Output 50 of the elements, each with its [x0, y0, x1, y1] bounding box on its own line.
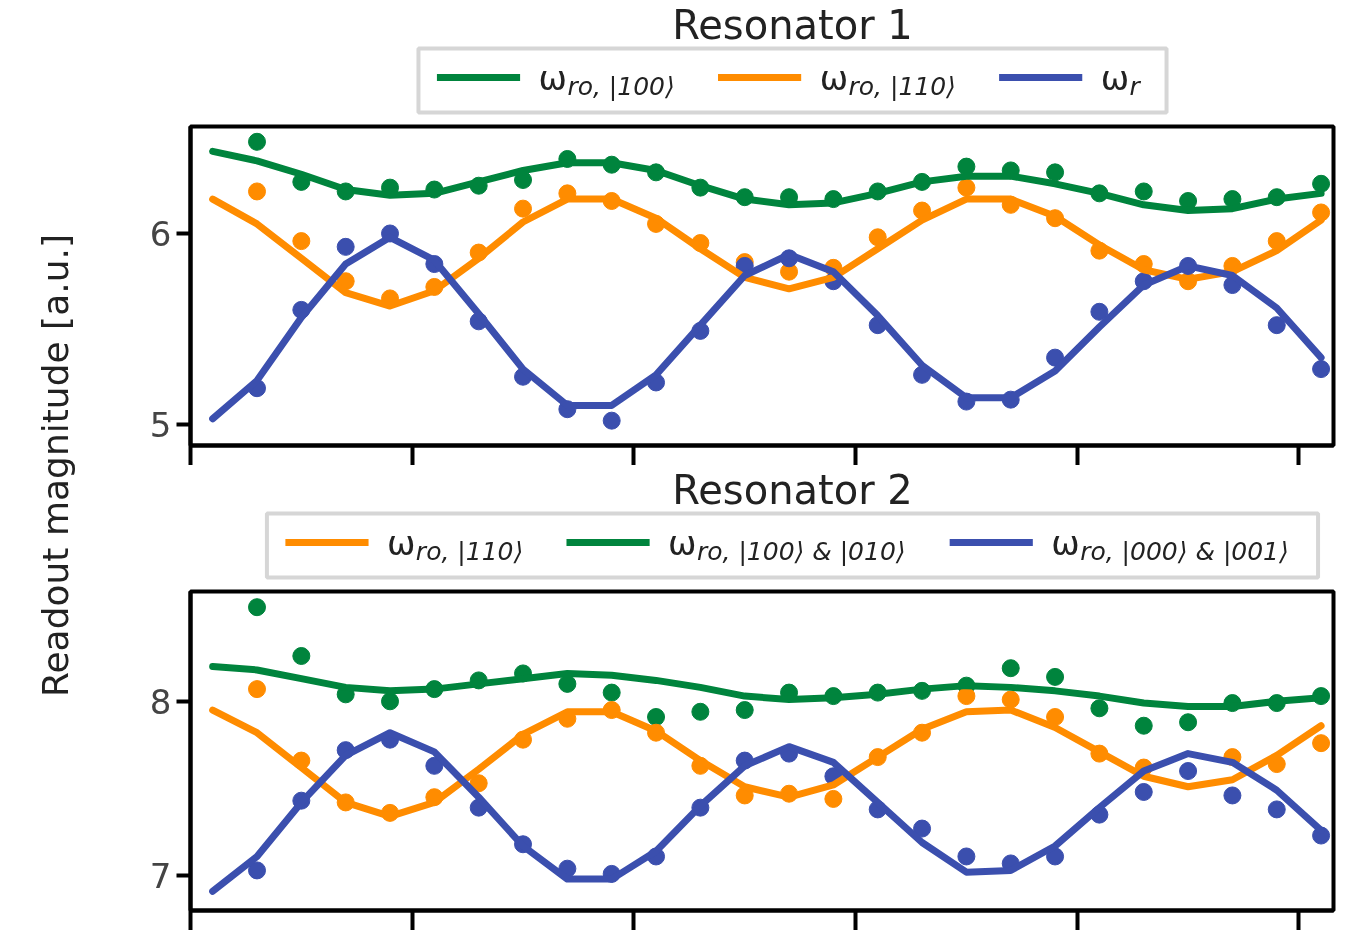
point: [602, 411, 621, 430]
point: [1134, 716, 1153, 735]
point: [647, 708, 666, 726]
point: [1312, 203, 1331, 222]
y-axis-title: Readout magnitude [a.u.]: [35, 234, 76, 697]
point: [514, 199, 533, 218]
point: [336, 237, 355, 256]
point: [1179, 713, 1198, 732]
point: [868, 228, 887, 247]
point: [1312, 174, 1331, 193]
point: [1001, 690, 1020, 709]
point: [1046, 163, 1065, 182]
y-tick-label: 6: [149, 213, 172, 254]
point: [1046, 348, 1065, 367]
point: [735, 701, 754, 720]
point: [957, 847, 976, 866]
point: [1223, 786, 1242, 805]
y-tick-label: 7: [149, 856, 172, 897]
point: [1001, 659, 1020, 678]
point: [602, 683, 621, 702]
point: [691, 702, 710, 721]
point: [248, 182, 267, 201]
chart-title: Resonator 1: [672, 1, 913, 48]
point: [425, 756, 444, 775]
point: [1046, 667, 1065, 686]
point: [248, 598, 267, 617]
point: [292, 647, 311, 665]
point: [1312, 734, 1331, 753]
point: [957, 178, 976, 197]
point: [1090, 699, 1109, 718]
point: [248, 132, 267, 151]
chart-title: Resonator 2: [672, 466, 913, 513]
point: [824, 789, 843, 808]
point: [1267, 316, 1286, 335]
point: [248, 680, 267, 699]
point: [1179, 762, 1198, 781]
point: [248, 861, 267, 880]
y-tick-label: 5: [149, 404, 172, 445]
point: [381, 692, 400, 711]
point: [1134, 782, 1153, 801]
point: [957, 687, 976, 706]
y-tick-label: 8: [149, 681, 172, 722]
point: [1090, 302, 1109, 321]
point: [1134, 182, 1153, 201]
point: [957, 157, 976, 176]
point: [913, 819, 932, 838]
point: [1046, 708, 1065, 726]
point: [292, 232, 311, 251]
point: [1267, 800, 1286, 819]
point: [1312, 360, 1331, 379]
